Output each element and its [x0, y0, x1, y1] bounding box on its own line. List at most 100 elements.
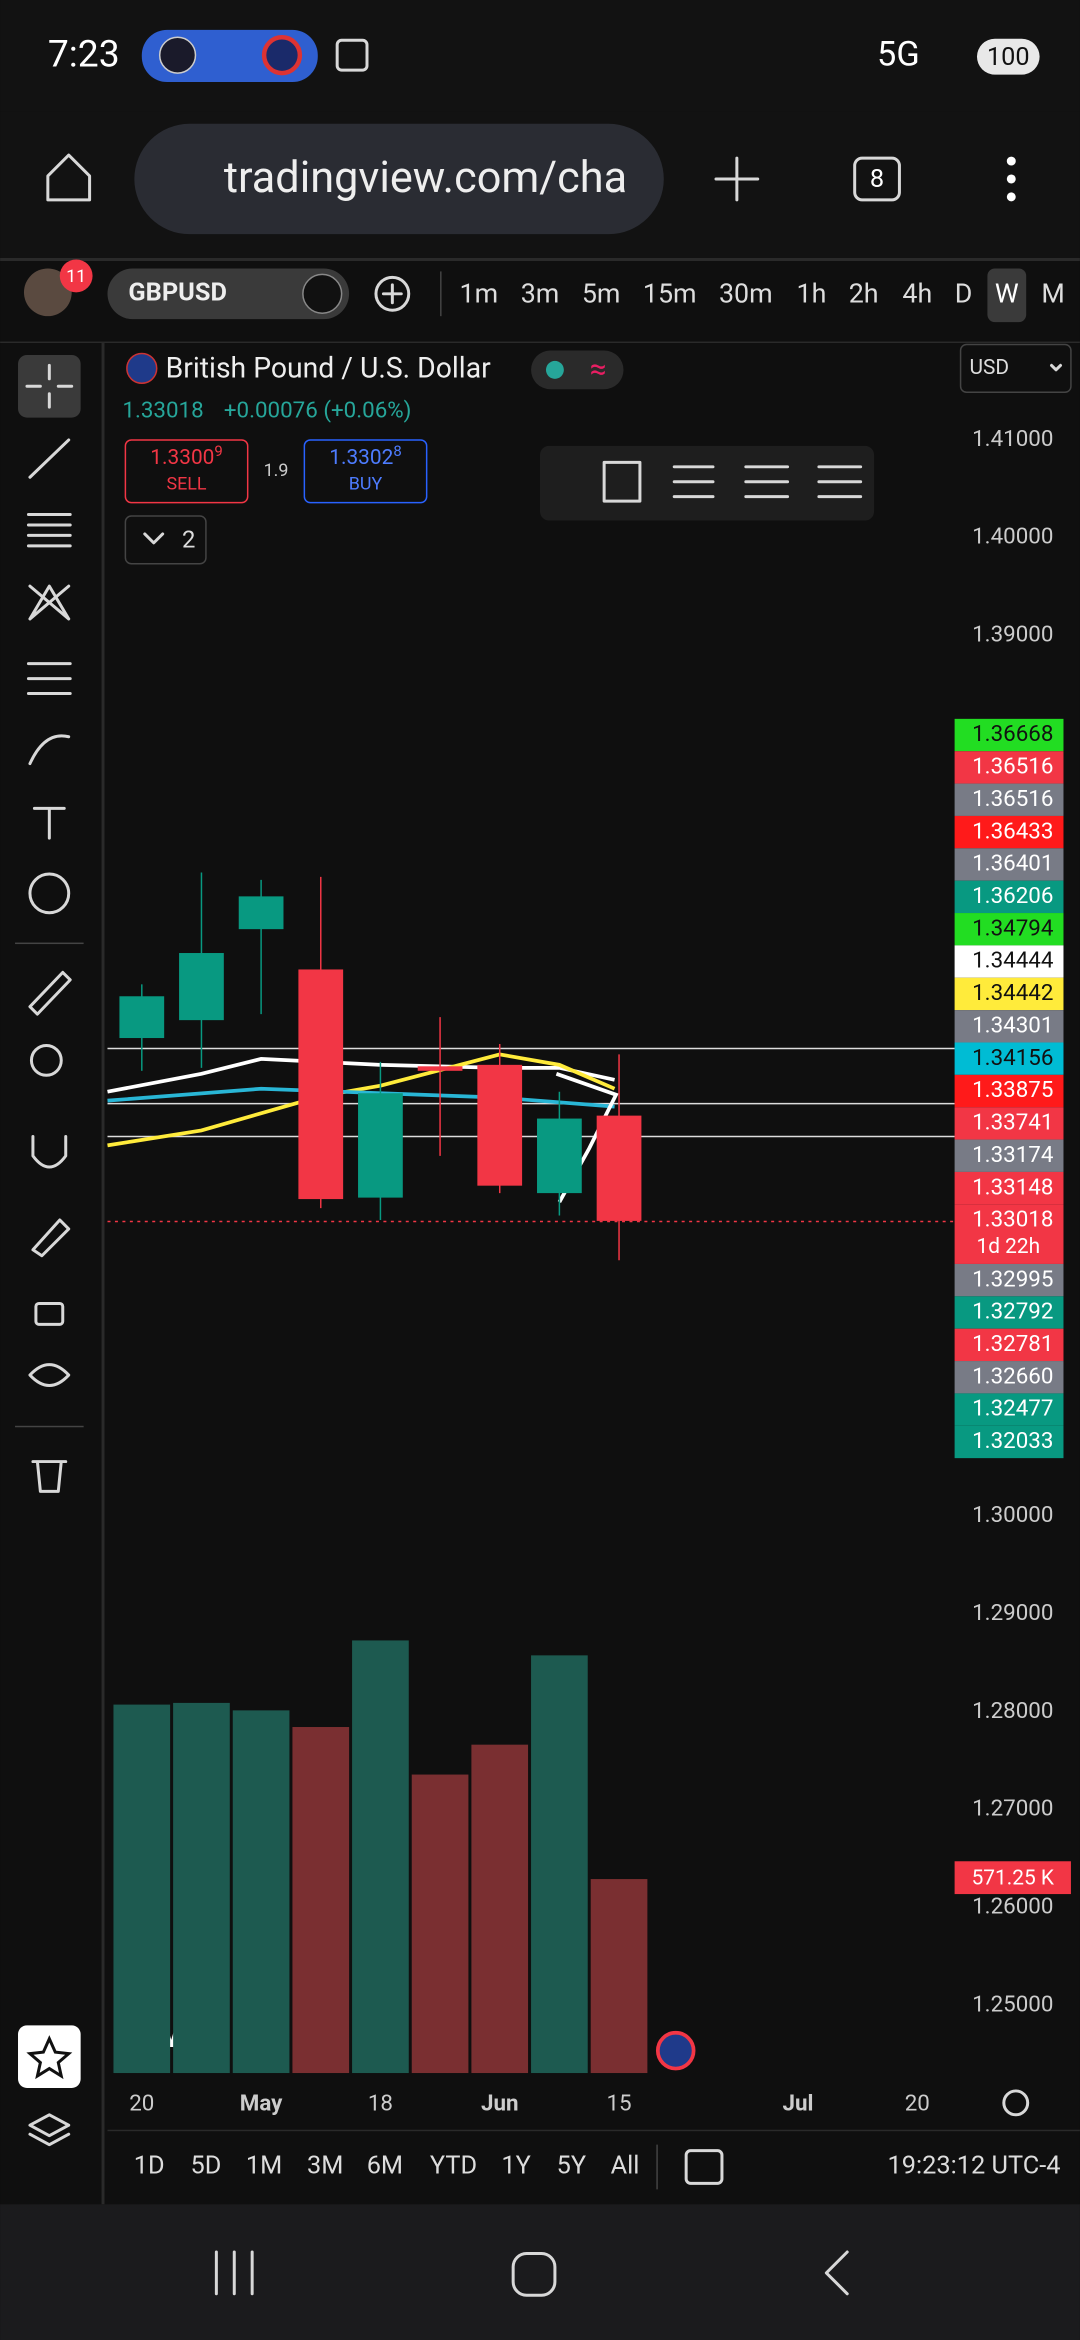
y-tick-label: 1.39000 — [972, 622, 1053, 648]
currency-select[interactable] — [959, 343, 1072, 393]
range-button[interactable]: 1D — [134, 2151, 165, 2181]
price-label-bg — [954, 718, 1064, 752]
tool-forecast[interactable] — [26, 662, 72, 695]
event-uk[interactable] — [655, 2030, 696, 2071]
interval[interactable]: 15m — [643, 277, 697, 309]
divider — [101, 343, 105, 2205]
price-label: 1.33875 — [972, 1077, 1053, 1103]
icon — [25, 363, 74, 409]
price-label-bg — [954, 848, 1064, 881]
range-button[interactable]: 1Y — [501, 2151, 530, 2181]
goto-date[interactable] — [684, 2149, 724, 2185]
add-symbol[interactable] — [374, 275, 411, 312]
y-tick-label: 1.26000 — [972, 1893, 1053, 1919]
tabs-button[interactable] — [853, 156, 901, 202]
avatar[interactable] — [23, 268, 72, 317]
tool-ruler[interactable] — [28, 970, 72, 1016]
favorites[interactable] — [18, 2025, 81, 2088]
price-label: 1.36668 — [972, 721, 1053, 747]
home-button[interactable] — [46, 153, 92, 202]
buy-button[interactable] — [303, 439, 428, 504]
battery — [976, 38, 1040, 75]
url: tradingview.com/cha — [224, 152, 627, 203]
currency: USD — [970, 356, 1010, 380]
menu-button[interactable] — [1006, 156, 1016, 202]
interval[interactable]: 4h — [902, 277, 932, 309]
divider — [0, 341, 1080, 344]
change: +0.00076 (+0.06%) — [224, 398, 412, 424]
tool-fib[interactable] — [26, 513, 72, 548]
tool-lines[interactable] — [817, 465, 863, 499]
url-bar[interactable] — [134, 123, 664, 235]
price-label: 1.36516 — [972, 786, 1053, 812]
volume-label-bg — [954, 1861, 1071, 1895]
layers[interactable] — [28, 2113, 71, 2147]
price-label-bg — [954, 880, 1064, 914]
tool-emoji[interactable] — [28, 872, 71, 915]
interval[interactable]: D — [955, 277, 973, 309]
tool-delete[interactable] — [31, 1460, 68, 1493]
tool-lines[interactable] — [672, 465, 715, 499]
volume-bar — [292, 1727, 350, 2074]
indicators-toggle[interactable] — [124, 515, 207, 565]
interval[interactable]: 5m — [582, 277, 621, 309]
symbol-search[interactable] — [107, 268, 350, 320]
new-tab[interactable] — [714, 156, 760, 202]
divider — [0, 258, 1080, 261]
tool-pattern[interactable] — [28, 584, 71, 621]
divider — [15, 942, 84, 945]
range-button[interactable]: 5Y — [557, 2151, 586, 2181]
y-tick-label: 1.40000 — [972, 524, 1053, 550]
compare[interactable] — [302, 273, 343, 314]
candle-body — [238, 896, 284, 930]
volume-bar — [471, 1744, 529, 2074]
interval[interactable]: 2h — [849, 277, 879, 309]
x-tick-label: 20 — [129, 2090, 154, 2116]
tool-lines[interactable] — [744, 465, 790, 499]
price-label-bg — [954, 1393, 1064, 1426]
tool-lock-draw[interactable] — [31, 1218, 71, 1258]
candle-body — [119, 996, 165, 1039]
volume-bar — [531, 1655, 588, 2074]
sell-button[interactable] — [124, 439, 249, 504]
range-button[interactable]: 6M — [367, 2151, 403, 2181]
time: 7:23 — [48, 33, 120, 77]
chevron — [1050, 363, 1062, 372]
tool-text[interactable] — [32, 806, 66, 840]
status-pill — [531, 350, 624, 390]
settings[interactable] — [1002, 2089, 1030, 2117]
range-button[interactable]: 1M — [246, 2151, 282, 2181]
tool-brush[interactable] — [28, 734, 71, 766]
price-main: 1.3302 — [329, 445, 393, 469]
x-tick-label: Jun — [481, 2090, 519, 2116]
tool-zoom[interactable] — [29, 1043, 63, 1077]
tool-trendline[interactable] — [28, 438, 71, 479]
tool-crosshair[interactable] — [18, 354, 81, 418]
interval[interactable]: 1m — [460, 277, 499, 309]
tool-rect[interactable] — [602, 460, 642, 503]
interval[interactable]: 1h — [797, 277, 827, 309]
tool-visibility[interactable] — [28, 1363, 71, 1387]
range-button[interactable]: 5D — [190, 2151, 221, 2181]
price-label: 1.33174 — [972, 1142, 1054, 1168]
nav-back[interactable] — [824, 2250, 849, 2296]
interval[interactable]: 3m — [521, 277, 560, 309]
price-label-bg — [954, 1361, 1064, 1394]
volume-label: 571.25 K — [972, 1867, 1055, 1891]
volume-bar — [173, 1702, 230, 2074]
interval[interactable]: M — [1041, 277, 1064, 309]
nav-recent[interactable] — [214, 2250, 254, 2296]
range-button[interactable]: 3M — [307, 2151, 343, 2181]
interval[interactable]: W — [995, 277, 1019, 309]
volume-bar — [590, 1879, 648, 2074]
nav-home[interactable] — [511, 2252, 557, 2297]
badge-count: 11 — [66, 266, 86, 287]
price-label: 1.32660 — [972, 1363, 1053, 1389]
interval[interactable]: 30m — [719, 277, 773, 309]
tool-lock[interactable] — [34, 1301, 65, 1326]
range-button[interactable]: All — [611, 2151, 640, 2181]
range-button[interactable]: YTD — [430, 2151, 477, 2181]
interval-active[interactable] — [987, 268, 1027, 323]
tool-magnet[interactable] — [31, 1134, 68, 1169]
price-label-bg — [954, 1296, 1064, 1329]
